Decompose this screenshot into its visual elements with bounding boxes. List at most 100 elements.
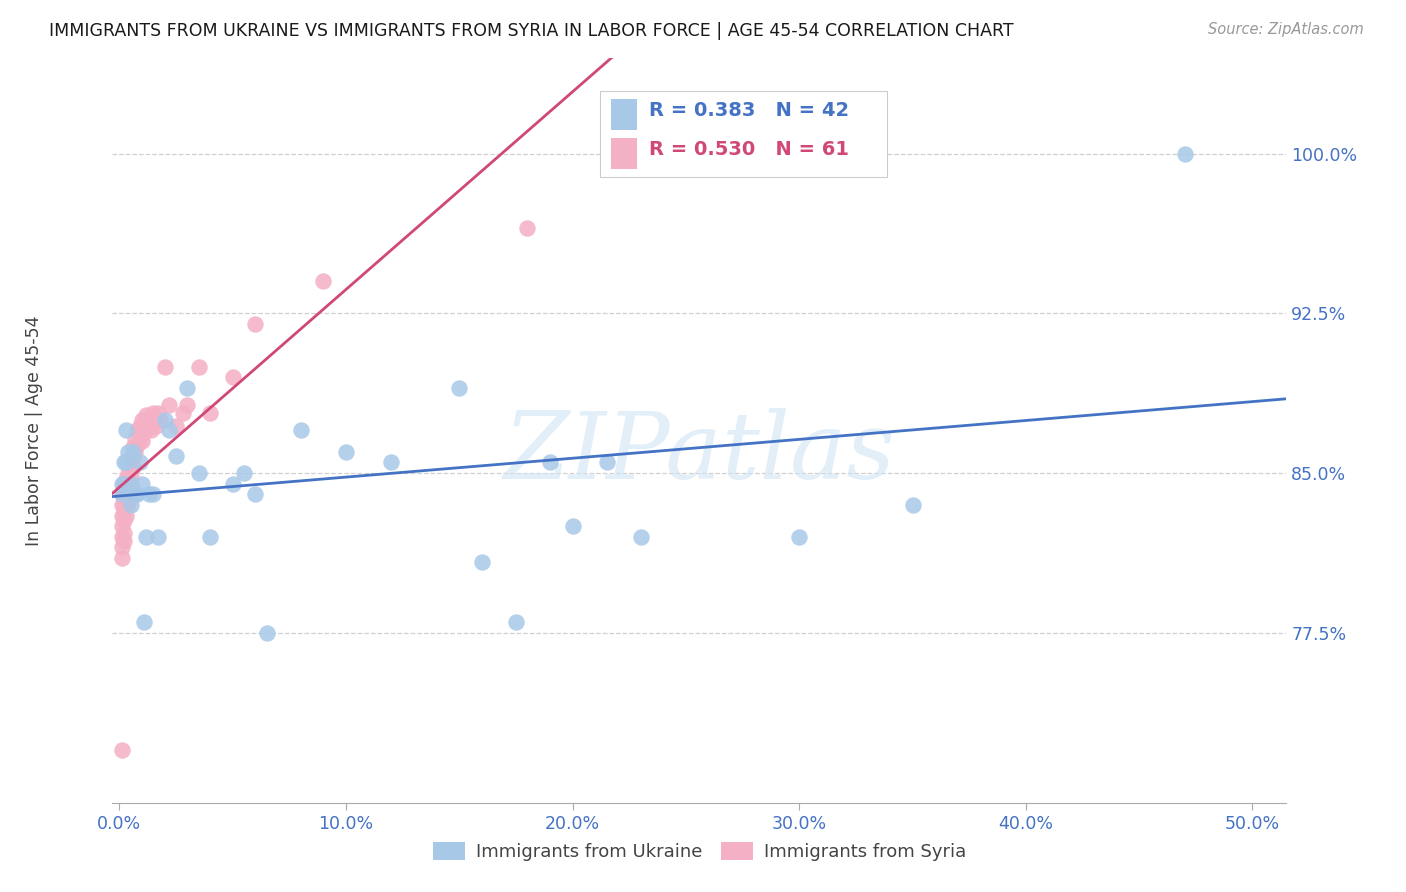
Point bbox=[630, 530, 652, 544]
Point bbox=[127, 423, 149, 437]
Point bbox=[153, 413, 176, 427]
Point bbox=[538, 455, 561, 469]
Point bbox=[153, 359, 176, 374]
Point bbox=[120, 476, 142, 491]
Point bbox=[139, 423, 162, 437]
Point bbox=[112, 481, 135, 495]
Point bbox=[471, 555, 494, 569]
Point bbox=[115, 498, 138, 512]
Point bbox=[165, 449, 187, 463]
Point bbox=[110, 742, 132, 756]
Point bbox=[120, 481, 142, 495]
Point bbox=[110, 487, 132, 501]
Point bbox=[165, 419, 187, 434]
Point bbox=[110, 530, 132, 544]
Point bbox=[146, 406, 169, 420]
Point bbox=[787, 530, 810, 544]
Point bbox=[245, 487, 267, 501]
Point bbox=[505, 615, 527, 629]
Point bbox=[124, 432, 146, 446]
Point bbox=[127, 438, 149, 452]
Point bbox=[124, 444, 146, 458]
Text: Source: ZipAtlas.com: Source: ZipAtlas.com bbox=[1208, 22, 1364, 37]
Point bbox=[117, 487, 139, 501]
Point bbox=[110, 476, 132, 491]
Point bbox=[112, 534, 135, 549]
Point bbox=[115, 472, 138, 486]
Point bbox=[122, 444, 145, 458]
Point bbox=[138, 487, 160, 501]
Point bbox=[124, 487, 146, 501]
Point bbox=[198, 406, 221, 420]
Point bbox=[120, 470, 142, 484]
Point bbox=[110, 541, 132, 555]
Point bbox=[120, 498, 142, 512]
Point bbox=[128, 419, 150, 434]
Point bbox=[117, 444, 139, 458]
Point bbox=[157, 398, 180, 412]
Point bbox=[135, 423, 157, 437]
Point bbox=[221, 476, 243, 491]
Point bbox=[112, 476, 135, 491]
Point bbox=[110, 508, 132, 523]
Point bbox=[172, 406, 194, 420]
Point bbox=[595, 455, 617, 469]
Text: ZIPatlas: ZIPatlas bbox=[503, 408, 896, 498]
FancyBboxPatch shape bbox=[600, 92, 887, 178]
Point bbox=[110, 551, 132, 566]
Point bbox=[142, 406, 165, 420]
Point bbox=[128, 432, 150, 446]
Point bbox=[516, 221, 538, 235]
Point bbox=[112, 476, 135, 491]
Point bbox=[110, 519, 132, 533]
Point bbox=[115, 481, 138, 495]
Point bbox=[110, 498, 132, 512]
Bar bbox=[612, 99, 637, 130]
Bar bbox=[612, 137, 637, 169]
Point bbox=[1173, 146, 1195, 161]
Point bbox=[122, 459, 145, 474]
Point bbox=[146, 530, 169, 544]
Point bbox=[115, 423, 138, 437]
Point bbox=[117, 498, 139, 512]
Point bbox=[198, 530, 221, 544]
Point bbox=[127, 487, 149, 501]
Point bbox=[122, 441, 145, 455]
Point bbox=[131, 434, 153, 448]
Point bbox=[232, 466, 254, 480]
Point bbox=[149, 413, 172, 427]
Point bbox=[135, 530, 157, 544]
Point bbox=[135, 409, 157, 423]
Point bbox=[245, 317, 267, 331]
Point bbox=[112, 504, 135, 518]
Point bbox=[256, 625, 278, 640]
Point bbox=[312, 274, 335, 288]
Point bbox=[115, 487, 138, 501]
Point bbox=[561, 519, 583, 533]
Point bbox=[449, 381, 471, 395]
Point bbox=[134, 423, 156, 437]
Point bbox=[110, 487, 132, 501]
Point bbox=[176, 381, 198, 395]
Point bbox=[131, 413, 153, 427]
Point bbox=[380, 455, 402, 469]
Point bbox=[176, 398, 198, 412]
Point bbox=[112, 498, 135, 512]
Point bbox=[290, 423, 312, 437]
Point bbox=[117, 476, 139, 491]
Point bbox=[221, 370, 243, 384]
Point bbox=[112, 491, 135, 506]
Point bbox=[157, 423, 180, 437]
Point bbox=[120, 461, 142, 475]
Point bbox=[117, 466, 139, 480]
Point bbox=[335, 444, 357, 458]
Point bbox=[134, 615, 156, 629]
Legend: Immigrants from Ukraine, Immigrants from Syria: Immigrants from Ukraine, Immigrants from… bbox=[426, 835, 973, 868]
Y-axis label: In Labor Force | Age 45-54: In Labor Force | Age 45-54 bbox=[25, 315, 44, 546]
Point bbox=[112, 487, 135, 501]
Point bbox=[128, 455, 150, 469]
Point bbox=[120, 451, 142, 466]
Point bbox=[187, 466, 209, 480]
Point bbox=[145, 419, 167, 434]
Text: R = 0.383   N = 42: R = 0.383 N = 42 bbox=[650, 101, 849, 120]
